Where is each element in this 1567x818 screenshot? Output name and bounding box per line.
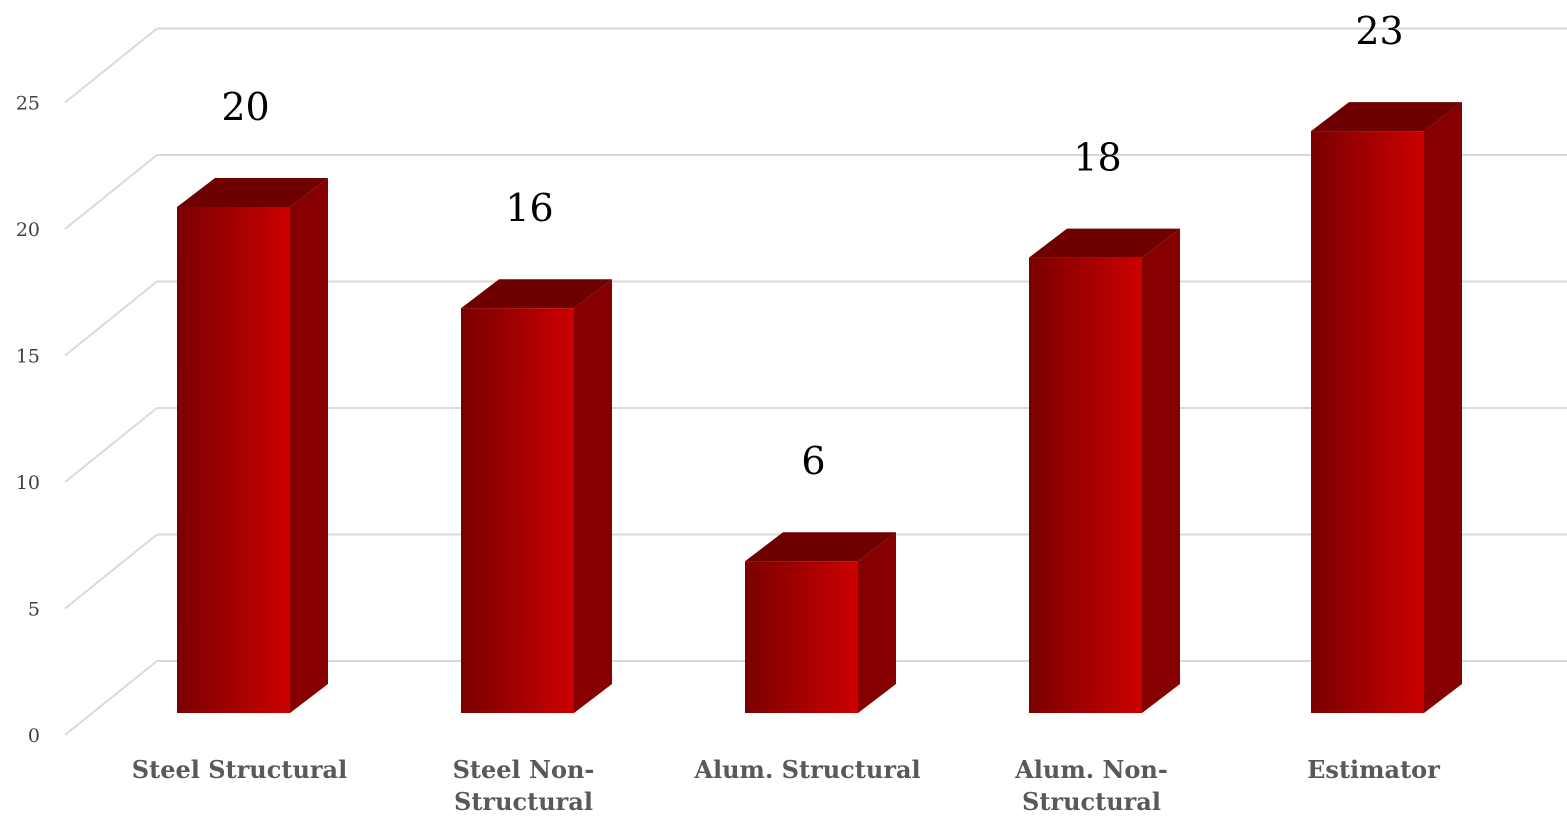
bar: [461, 279, 612, 713]
gridline-diagonal: [64, 407, 158, 483]
y-tick-label: 0: [28, 725, 40, 747]
category-label: Alum. Non-Structural: [1014, 755, 1168, 816]
data-labels: 20 16 6 18 23: [221, 9, 1403, 483]
bar-front: [177, 207, 290, 713]
category-label: Steel Non-Structural: [453, 755, 595, 816]
gridline-diagonal: [64, 154, 158, 230]
bar-top: [1311, 102, 1462, 132]
bar-front: [461, 308, 574, 713]
bar-side: [1142, 228, 1180, 713]
bar: [177, 178, 328, 713]
category-label: Steel Structural: [132, 755, 347, 784]
data-label: 16: [505, 186, 553, 230]
gridline-diagonal: [64, 660, 158, 736]
data-label: 20: [221, 85, 269, 129]
bars: [177, 102, 1462, 714]
bar: [745, 532, 896, 713]
data-label: 18: [1073, 136, 1121, 180]
bar-top: [461, 279, 612, 309]
bar-front: [745, 561, 858, 713]
y-tick-label: 20: [16, 219, 40, 241]
bar-top: [177, 178, 328, 207]
bar-side: [574, 279, 612, 713]
y-tick-label: 5: [28, 599, 40, 621]
bar-side: [858, 532, 896, 713]
gridline-diagonal: [64, 533, 158, 610]
bar-top: [745, 532, 896, 562]
bar-side: [1424, 102, 1462, 714]
data-label: 6: [801, 439, 825, 483]
y-tick-label: 15: [16, 346, 40, 368]
category-labels: Steel Structural Steel Non-Structural Alum…: [132, 755, 1440, 816]
y-tick-label: 25: [16, 93, 40, 115]
bar: [1029, 228, 1180, 713]
bar-top: [1029, 228, 1180, 258]
y-tick-label: 10: [16, 472, 40, 494]
gridline-diagonal: [64, 280, 158, 357]
bar: [1311, 102, 1462, 714]
gridline-diagonal: [64, 27, 158, 104]
data-label: 23: [1355, 9, 1403, 53]
bar-front: [1029, 257, 1142, 713]
category-label: Alum. Structural: [693, 755, 920, 784]
bar-front: [1311, 131, 1424, 714]
bar-side: [290, 178, 328, 713]
category-label: Estimator: [1307, 755, 1440, 784]
y-axis-ticks: 0 5 10 15 20 25: [16, 93, 40, 748]
